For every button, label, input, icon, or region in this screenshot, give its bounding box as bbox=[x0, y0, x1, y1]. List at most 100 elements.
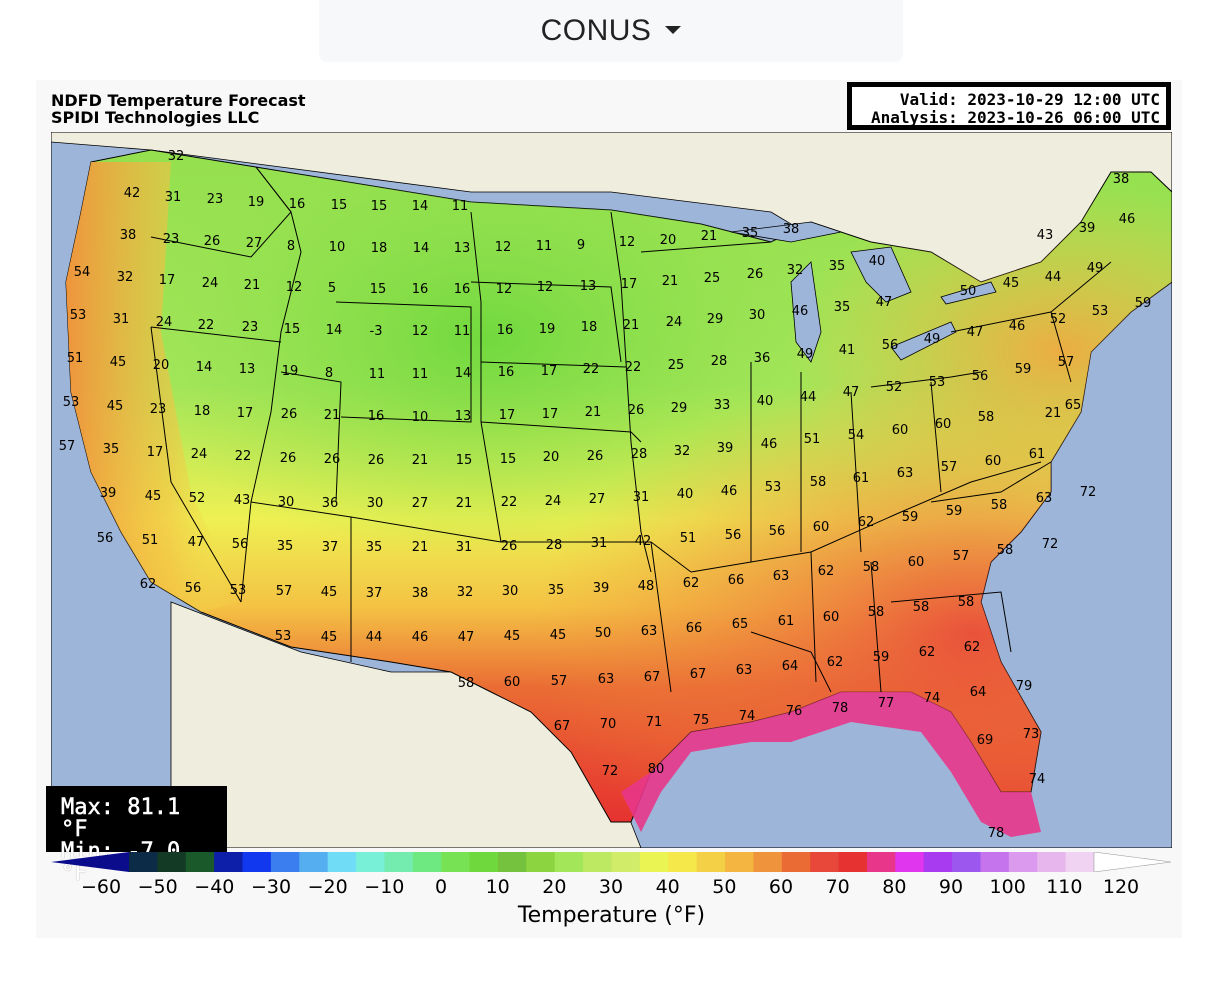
gulf-warm-water bbox=[621, 692, 1041, 837]
temperature-label: 44 bbox=[366, 630, 383, 645]
temperature-label: 72 bbox=[1042, 537, 1059, 552]
temperature-label: 29 bbox=[707, 312, 724, 327]
temperature-label: 45 bbox=[145, 489, 162, 504]
temperature-label: 51 bbox=[804, 432, 821, 447]
region-dropdown[interactable]: CONUS bbox=[319, 0, 903, 62]
temperature-label: 53 bbox=[929, 375, 946, 390]
temperature-label: 29 bbox=[671, 401, 688, 416]
temperature-label: 50 bbox=[595, 626, 612, 641]
colorbar-segment bbox=[952, 852, 982, 872]
temperature-label: 79 bbox=[1016, 679, 1033, 694]
temperature-label: 47 bbox=[188, 535, 205, 550]
temperature-label: 25 bbox=[668, 358, 685, 373]
temperature-label: 76 bbox=[786, 704, 803, 719]
temperature-label: 49 bbox=[1087, 261, 1104, 276]
temperature-label: 38 bbox=[120, 228, 137, 243]
temperature-label: 61 bbox=[778, 614, 795, 629]
temperature-label: 69 bbox=[977, 733, 994, 748]
temperature-label: 8 bbox=[287, 239, 295, 254]
colorbar-tick-label: 30 bbox=[598, 876, 624, 898]
colorbar-segment bbox=[696, 852, 726, 872]
temperature-label: 59 bbox=[1015, 362, 1032, 377]
temperature-label: 45 bbox=[107, 399, 124, 414]
region-dropdown-label: CONUS bbox=[540, 14, 652, 47]
temperature-label: 37 bbox=[366, 586, 383, 601]
temperature-label: 48 bbox=[638, 579, 655, 594]
temperature-label: 5 bbox=[328, 281, 336, 296]
temperature-label: 74 bbox=[1029, 772, 1046, 787]
temperature-label: 17 bbox=[159, 273, 176, 288]
temperature-label: 14 bbox=[412, 199, 429, 214]
temperature-label: 60 bbox=[892, 423, 909, 438]
temperature-map: 32 42 31 23 19 16 15 15 14 11 38 23 26 27 8 10 18 14 13 12 1… bbox=[51, 132, 1172, 848]
temperature-label: 40 bbox=[757, 394, 774, 409]
temperature-label: 18 bbox=[194, 404, 211, 419]
temperature-label: 60 bbox=[823, 610, 840, 625]
colorbar-segment bbox=[384, 852, 414, 872]
temperature-label: 74 bbox=[924, 691, 941, 706]
temperature-label: 35 bbox=[103, 442, 120, 457]
temperature-label: 17 bbox=[499, 408, 516, 423]
west-coast-warm-overlay bbox=[66, 162, 241, 612]
colorbar-segment bbox=[611, 852, 641, 872]
colorbar-tick-label: 10 bbox=[485, 876, 510, 898]
colorbar-max-extend bbox=[1093, 852, 1172, 872]
colorbar-segment bbox=[327, 852, 357, 872]
temperature-label: 17 bbox=[621, 277, 638, 292]
temperature-labels: 32 42 31 23 19 16 15 15 14 11 38 23 26 27 8 10 18 14 13 12 1… bbox=[59, 149, 1152, 841]
temperature-label: 73 bbox=[1023, 727, 1040, 742]
temperature-label: 21 bbox=[623, 318, 640, 333]
temperature-label: 41 bbox=[839, 343, 856, 358]
temperature-label: 10 bbox=[329, 240, 346, 255]
colorbar-tick-label: −60 bbox=[80, 876, 122, 898]
temperature-label: 46 bbox=[1009, 319, 1026, 334]
temperature-label: 24 bbox=[666, 315, 683, 330]
temperature-label: 58 bbox=[868, 605, 885, 620]
temperature-label: 15 bbox=[371, 199, 388, 214]
temperature-label: 26 bbox=[368, 453, 385, 468]
colorbar-segment bbox=[242, 852, 272, 872]
temperature-label: 31 bbox=[113, 312, 130, 327]
temperature-label: 78 bbox=[988, 826, 1005, 841]
temperature-label: 62 bbox=[858, 515, 875, 530]
figure-title: NDFD Temperature Forecast SPIDI Technolo… bbox=[51, 92, 306, 126]
temperature-label: 77 bbox=[878, 696, 895, 711]
temperature-label: 38 bbox=[412, 586, 429, 601]
temperature-label: 50 bbox=[960, 284, 977, 299]
temperature-label: 65 bbox=[732, 617, 749, 632]
temperature-label: 47 bbox=[458, 630, 475, 645]
temperature-label: 46 bbox=[412, 630, 429, 645]
temperature-label: 30 bbox=[367, 496, 384, 511]
temperature-label: 56 bbox=[97, 531, 114, 546]
temperature-label: 36 bbox=[322, 496, 339, 511]
colorbar-tick-label: 60 bbox=[768, 876, 794, 898]
temperature-label: 70 bbox=[600, 717, 617, 732]
temperature-label: 11 bbox=[369, 367, 386, 382]
temperature-label: 13 bbox=[239, 362, 256, 377]
temperature-label: 26 bbox=[501, 539, 518, 554]
temperature-label: 35 bbox=[277, 539, 294, 554]
temperature-label: 21 bbox=[412, 453, 429, 468]
colorbar-segment bbox=[668, 852, 698, 872]
temperature-label: 57 bbox=[953, 549, 970, 564]
temperature-label: 56 bbox=[769, 524, 786, 539]
temperature-label: 57 bbox=[59, 439, 76, 454]
temperature-label: 43 bbox=[1037, 228, 1054, 243]
colorbar-segment bbox=[1008, 852, 1038, 872]
temperature-label: 57 bbox=[551, 674, 568, 689]
temperature-label: 56 bbox=[972, 369, 989, 384]
temperature-label: 58 bbox=[863, 560, 880, 575]
colorbar-ticks: −60 −50 −40 −30 −20 −10 0 10 20 30 40 50 60 70 80 90 100… bbox=[51, 876, 1172, 902]
temperature-label: 21 bbox=[662, 274, 679, 289]
temperature-label: 21 bbox=[244, 278, 261, 293]
colorbar-label: Temperature (°F) bbox=[517, 903, 706, 928]
temperature-label: 63 bbox=[598, 672, 615, 687]
temperature-label: 28 bbox=[546, 538, 563, 553]
temperature-label: 13 bbox=[454, 241, 471, 256]
colorbar-segment bbox=[214, 852, 244, 872]
temperature-label: 26 bbox=[324, 452, 341, 467]
min-max-box: Max: 81.1 °F Min: -7.0 °F bbox=[46, 786, 227, 885]
temperature-label: 16 bbox=[289, 197, 306, 212]
temperature-label: 23 bbox=[207, 192, 224, 207]
temperature-label: 35 bbox=[834, 300, 851, 315]
